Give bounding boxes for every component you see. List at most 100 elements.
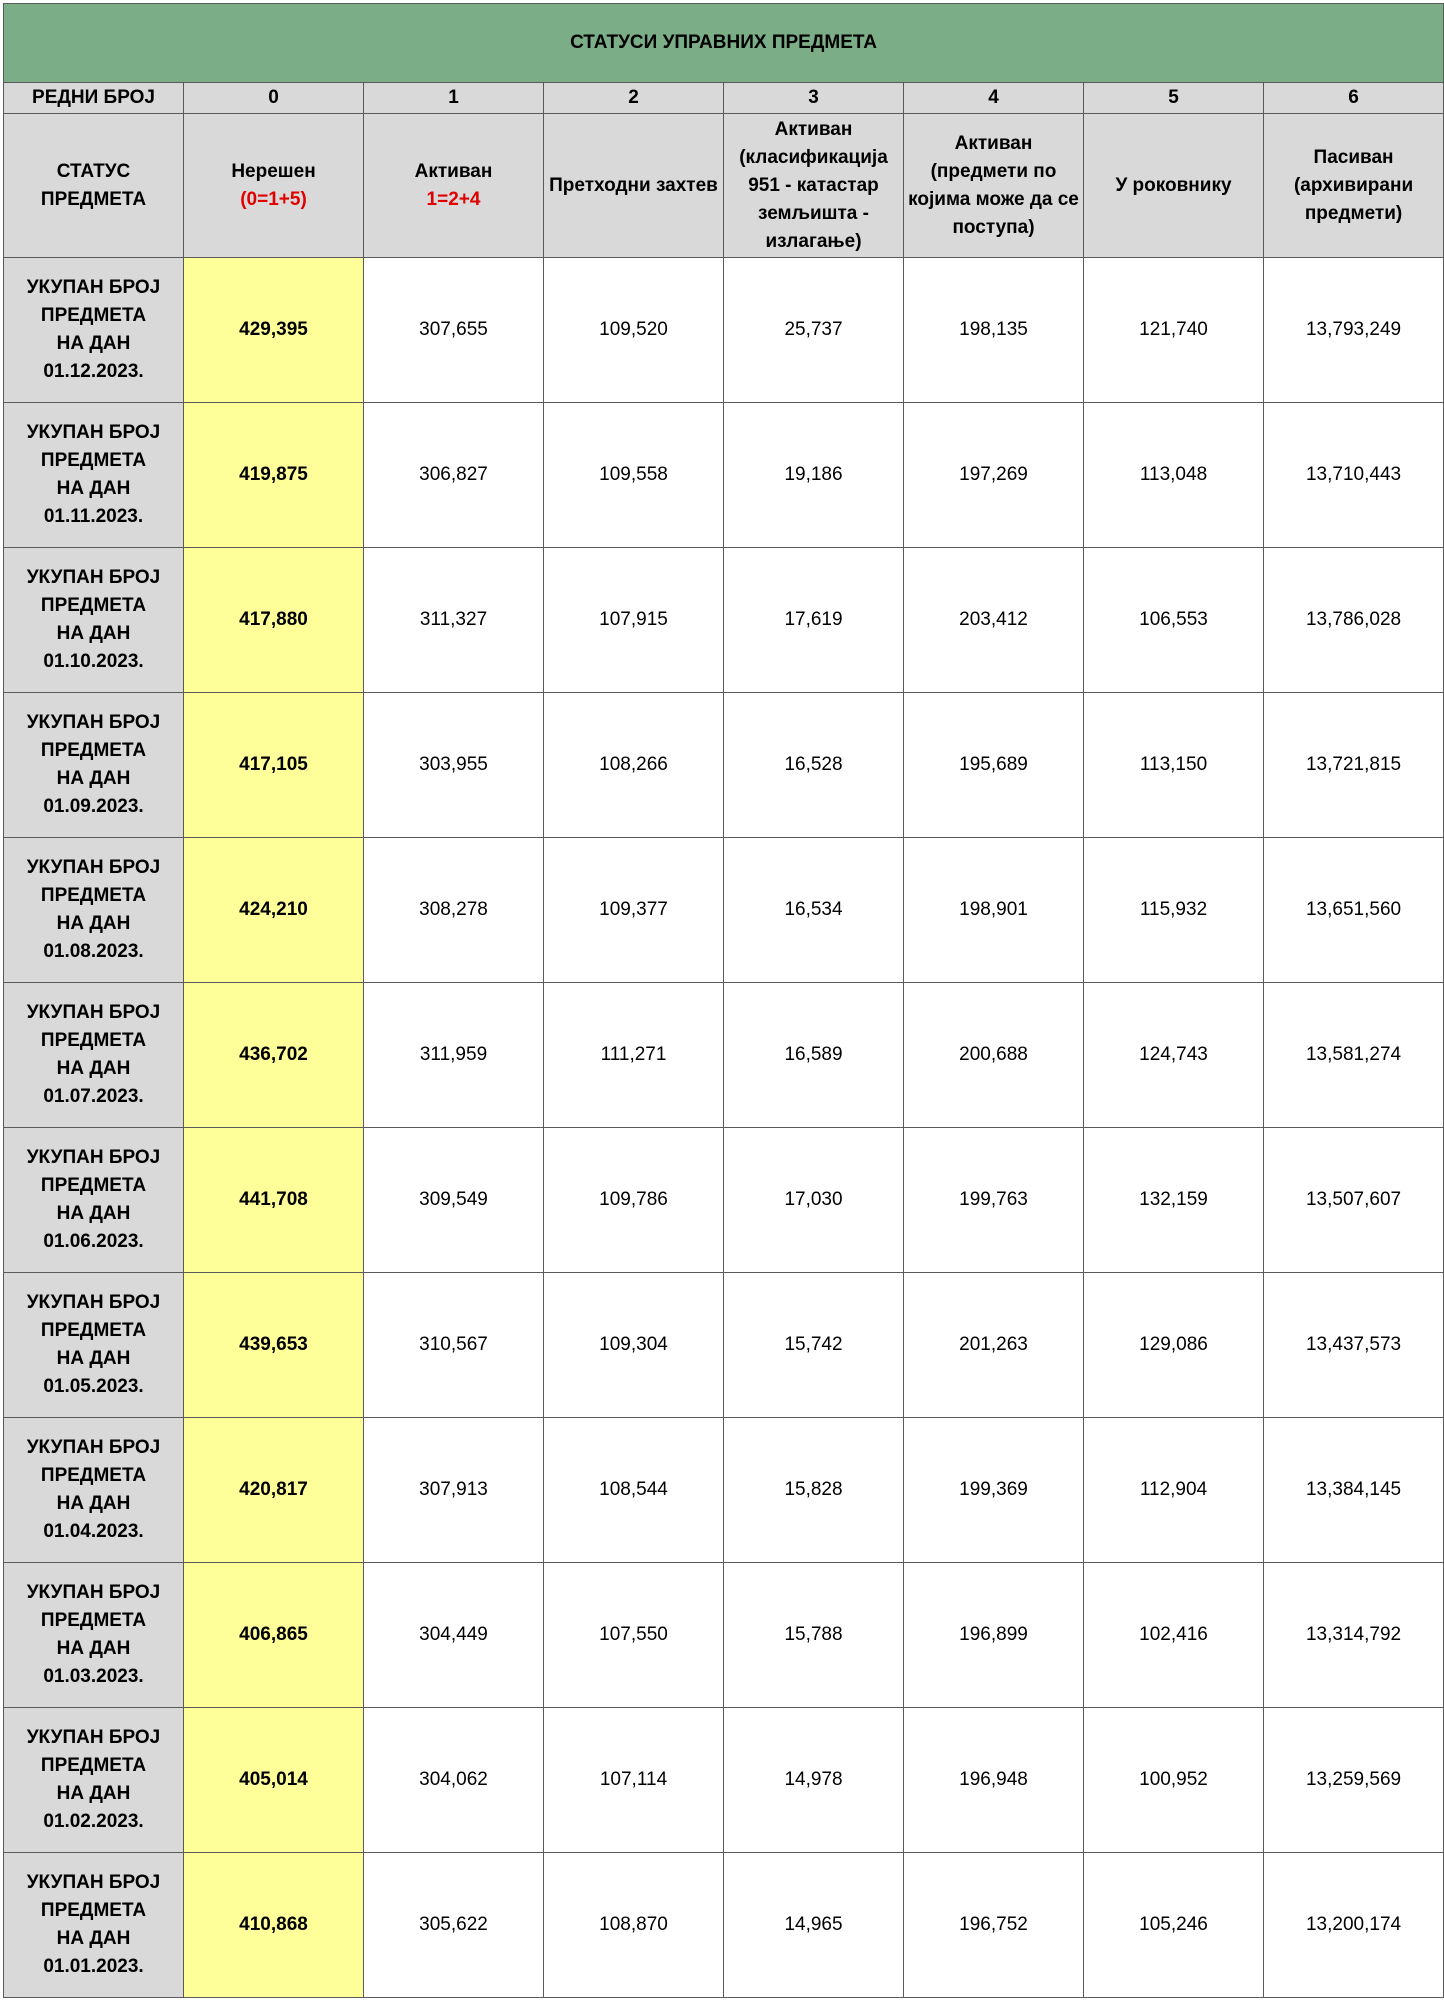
row-label: УКУПАН БРОЈ ПРЕДМЕТА НА ДАН 01.03.2023. (3, 1562, 184, 1708)
row-date: 01.07.2023. (43, 1086, 144, 1107)
row-date: 01.09.2023. (43, 796, 144, 817)
row-label-line: УКУПАН БРОЈ (26, 1727, 161, 1748)
index-number-1: 1 (363, 82, 544, 114)
row-label-line: УКУПАН БРОЈ (26, 1582, 161, 1603)
index-number-0: 0 (183, 82, 364, 114)
row-date: 01.05.2023. (43, 1376, 144, 1397)
row-date: 01.03.2023. (43, 1666, 144, 1687)
unresolved-total-cell: 410,868 (183, 1852, 364, 1998)
value-cell: 13,793,249 (1262, 257, 1444, 403)
value-cell: 196,899 (903, 1562, 1084, 1708)
row-label-line: ПРЕДМЕТА (40, 595, 147, 616)
row-date: 01.11.2023. (43, 506, 144, 527)
value-cell: 199,369 (903, 1417, 1084, 1563)
table-row: УКУПАН БРОЈ ПРЕДМЕТА НА ДАН 01.08.2023. 424,… (3, 837, 1444, 983)
row-label: УКУПАН БРОЈ ПРЕДМЕТА НА ДАН 01.09.2023. (3, 692, 184, 838)
unresolved-total-cell: 429,395 (183, 257, 364, 403)
index-number-3: 3 (723, 82, 904, 114)
value-cell: 107,114 (543, 1707, 724, 1853)
column-header-passive: Пасиван (архивирани предмети) (1262, 113, 1444, 258)
value-cell: 310,567 (363, 1272, 544, 1418)
table-row: УКУПАН БРОЈ ПРЕДМЕТА НА ДАН 01.10.2023. 417,… (3, 547, 1444, 693)
row-label-line: ПРЕДМЕТА (40, 1320, 147, 1341)
value-cell: 16,528 (723, 692, 904, 838)
row-label-line: НА ДАН (56, 1783, 131, 1804)
row-label-line: УКУПАН БРОЈ (26, 277, 161, 298)
table-title: СТАТУСИ УПРАВНИХ ПРЕДМЕТА (2, 3, 1444, 83)
row-label-line: УКУПАН БРОЈ (26, 1147, 161, 1168)
unresolved-total-cell: 441,708 (183, 1127, 364, 1273)
column-header-text: Активан (414, 160, 493, 182)
value-cell: 129,086 (1083, 1272, 1264, 1418)
table-row: УКУПАН БРОЈ ПРЕДМЕТА НА ДАН 01.11.2023. 419,… (3, 402, 1444, 548)
table-row: УКУПАН БРОЈ ПРЕДМЕТА НА ДАН 01.04.2023. 420,… (3, 1417, 1444, 1563)
value-cell: 124,743 (1083, 982, 1264, 1128)
value-cell: 109,377 (543, 837, 724, 983)
value-cell: 113,150 (1083, 692, 1264, 838)
value-cell: 307,655 (363, 257, 544, 403)
value-cell: 13,314,792 (1262, 1562, 1444, 1708)
column-header-active: Активан 1=2+4 (363, 113, 544, 258)
row-label-line: ПРЕДМЕТА (40, 1175, 147, 1196)
row-label: УКУПАН БРОЈ ПРЕДМЕТА НА ДАН 01.05.2023. (3, 1272, 184, 1418)
value-cell: 13,786,028 (1262, 547, 1444, 693)
header-row: СТАТУС ПРЕДМЕТА Нерешен (0=1+5) Активан … (3, 113, 1444, 258)
status-table: СТАТУСИ УПРАВНИХ ПРЕДМЕТА РЕДНИ БРОЈ 0 1… (2, 3, 1444, 1998)
table-row: УКУПАН БРОЈ ПРЕДМЕТА НА ДАН 01.06.2023. 441,… (3, 1127, 1444, 1273)
value-cell: 13,437,573 (1262, 1272, 1444, 1418)
table-row: УКУПАН БРОЈ ПРЕДМЕТА НА ДАН 01.07.2023. 436,… (3, 982, 1444, 1128)
row-label-line: ПРЕДМЕТА (40, 1610, 147, 1631)
row-label: УКУПАН БРОЈ ПРЕДМЕТА НА ДАН 01.07.2023. (3, 982, 184, 1128)
row-label: УКУПАН БРОЈ ПРЕДМЕТА НА ДАН 01.08.2023. (3, 837, 184, 983)
value-cell: 121,740 (1083, 257, 1264, 403)
row-label-line: ПРЕДМЕТА (40, 885, 147, 906)
row-label-line: УКУПАН БРОЈ (26, 1872, 161, 1893)
column-header-unresolved: Нерешен (0=1+5) (183, 113, 364, 258)
value-cell: 13,200,174 (1262, 1852, 1444, 1998)
row-label-line: НА ДАН (56, 1058, 131, 1079)
value-cell: 109,786 (543, 1127, 724, 1273)
row-date: 01.10.2023. (43, 651, 144, 672)
table-row: УКУПАН БРОЈ ПРЕДМЕТА НА ДАН 01.05.2023. 439,… (3, 1272, 1444, 1418)
row-label-line: НА ДАН (56, 1203, 131, 1224)
column-header-prior-request: Претходни захтев (543, 113, 724, 258)
value-cell: 309,549 (363, 1127, 544, 1273)
value-cell: 198,135 (903, 257, 1084, 403)
value-cell: 111,271 (543, 982, 724, 1128)
row-label: УКУПАН БРОЈ ПРЕДМЕТА НА ДАН 01.02.2023. (3, 1707, 184, 1853)
value-cell: 106,553 (1083, 547, 1264, 693)
value-cell: 15,828 (723, 1417, 904, 1563)
value-cell: 113,048 (1083, 402, 1264, 548)
row-label-line: ПРЕДМЕТА (40, 740, 147, 761)
value-cell: 311,959 (363, 982, 544, 1128)
row-label: УКУПАН БРОЈ ПРЕДМЕТА НА ДАН 01.10.2023. (3, 547, 184, 693)
table-row: УКУПАН БРОЈ ПРЕДМЕТА НА ДАН 01.03.2023. 406,… (3, 1562, 1444, 1708)
column-formula: (0=1+5) (240, 188, 307, 210)
value-cell: 100,952 (1083, 1707, 1264, 1853)
row-date: 01.01.2023. (43, 1956, 144, 1977)
row-label-line: ПРЕДМЕТА (40, 1030, 147, 1051)
value-cell: 108,544 (543, 1417, 724, 1563)
unresolved-total-cell: 419,875 (183, 402, 364, 548)
row-label: УКУПАН БРОЈ ПРЕДМЕТА НА ДАН 01.01.2023. (3, 1852, 184, 1998)
row-label: УКУПАН БРОЈ ПРЕДМЕТА НА ДАН 01.11.2023. (3, 402, 184, 548)
value-cell: 13,710,443 (1262, 402, 1444, 548)
value-cell: 14,978 (723, 1707, 904, 1853)
column-header-deadline-book: У роковнику (1083, 113, 1264, 258)
value-cell: 306,827 (363, 402, 544, 548)
value-cell: 13,507,607 (1262, 1127, 1444, 1273)
value-cell: 109,558 (543, 402, 724, 548)
value-cell: 308,278 (363, 837, 544, 983)
row-label-line: УКУПАН БРОЈ (26, 1292, 161, 1313)
row-label-line: НА ДАН (56, 1493, 131, 1514)
row-label: УКУПАН БРОЈ ПРЕДМЕТА НА ДАН 01.04.2023. (3, 1417, 184, 1563)
unresolved-total-cell: 424,210 (183, 837, 364, 983)
value-cell: 107,915 (543, 547, 724, 693)
row-label: УКУПАН БРОЈ ПРЕДМЕТА НА ДАН 01.12.2023. (3, 257, 184, 403)
row-label-line: ПРЕДМЕТА (40, 1900, 147, 1921)
value-cell: 14,965 (723, 1852, 904, 1998)
index-row: РЕДНИ БРОЈ 0 1 2 3 4 5 6 (3, 82, 1444, 114)
value-cell: 108,266 (543, 692, 724, 838)
value-cell: 303,955 (363, 692, 544, 838)
value-cell: 201,263 (903, 1272, 1084, 1418)
